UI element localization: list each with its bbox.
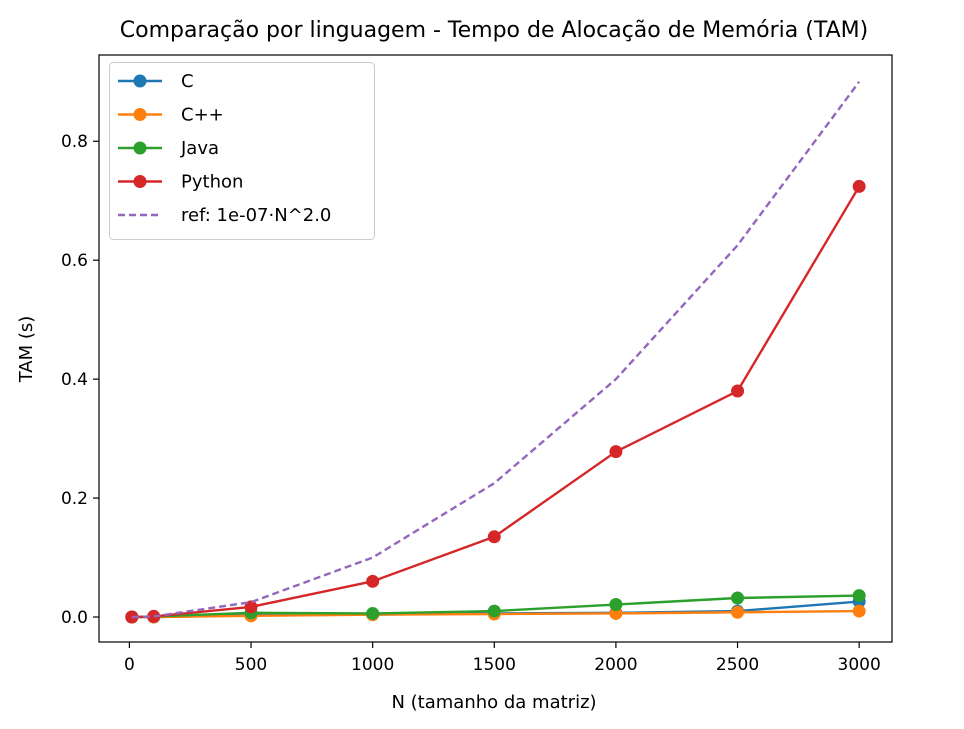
x-tick-label: 1500 bbox=[473, 655, 516, 675]
x-tick-label: 2000 bbox=[594, 655, 637, 675]
series-ref bbox=[131, 81, 861, 619]
y-tick-label: 0.8 bbox=[61, 132, 88, 152]
data-point-c bbox=[609, 606, 623, 620]
x-tick-label: 500 bbox=[235, 655, 267, 675]
data-point-java bbox=[487, 604, 501, 618]
x-tick-label: 1000 bbox=[351, 655, 394, 675]
data-point-java bbox=[366, 606, 380, 620]
data-point-python bbox=[487, 530, 501, 544]
x-tick-label: 3000 bbox=[838, 655, 881, 675]
x-tick-label: 2500 bbox=[716, 655, 759, 675]
y-tick-label: 0.6 bbox=[61, 251, 88, 271]
data-point-java bbox=[731, 591, 745, 605]
chart-title: Comparação por linguagem - Tempo de Aloc… bbox=[120, 18, 868, 43]
data-point-python bbox=[147, 609, 161, 623]
legend-label-c: C bbox=[181, 71, 194, 92]
plot-area: 0 500 1000 1500 2000 2500 3000 0.0 0.2 0.4 0.6 0.8 C… bbox=[61, 54, 893, 675]
legend-marker-python bbox=[133, 175, 147, 188]
y-axis-label: TAM (s) bbox=[16, 316, 37, 384]
y-tick-label: 0.0 bbox=[61, 608, 88, 628]
y-tick-label: 0.4 bbox=[61, 370, 88, 390]
data-point-python bbox=[366, 574, 380, 588]
legend-marker-c bbox=[133, 74, 147, 88]
data-point-c bbox=[731, 605, 745, 619]
data-point-java bbox=[852, 589, 866, 603]
data-point-python bbox=[125, 610, 139, 624]
legend-label-ref: ref: 1e-07·N^2.0 bbox=[181, 205, 331, 226]
legend-box bbox=[109, 62, 375, 240]
y-tick-label: 0.2 bbox=[61, 489, 88, 509]
data-point-python bbox=[731, 384, 745, 398]
data-point-c bbox=[852, 604, 866, 618]
data-point-python bbox=[609, 445, 623, 459]
legend-marker-c bbox=[133, 108, 147, 121]
data-point-java bbox=[609, 598, 623, 612]
legend-label-c: C++ bbox=[181, 105, 224, 126]
series-line-ref bbox=[131, 81, 861, 619]
axes-frame bbox=[98, 54, 893, 643]
legend-marker-java bbox=[133, 141, 147, 155]
legend-label-java: Java bbox=[180, 138, 219, 159]
data-point-python bbox=[852, 179, 866, 193]
x-tick-label: 0 bbox=[124, 655, 135, 675]
legend-label-python: Python bbox=[181, 172, 243, 193]
legend: C C++ Java Python ref: 1e-07·N^2.0 bbox=[109, 62, 375, 240]
x-axis-label: N (tamanho da matriz) bbox=[391, 692, 596, 713]
